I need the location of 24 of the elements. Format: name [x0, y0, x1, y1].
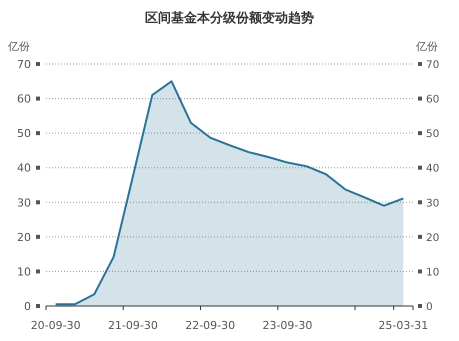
x-tick-label: 22-09-30: [185, 319, 236, 332]
y-tick-label: 40: [17, 162, 31, 175]
y-axis-title: 亿份: [7, 40, 30, 53]
x-tick-label: 21-09-30: [108, 319, 158, 332]
y2-tick-label: 10: [426, 266, 440, 278]
y2-tick-label: 50: [426, 128, 440, 140]
chart-title: 区间基金本分级份额变动趋势: [145, 10, 314, 26]
y2-tick-label: 30: [426, 197, 440, 210]
y2-tick-label: 40: [426, 162, 440, 175]
y-tick-label: 20: [17, 230, 31, 244]
y-tick-label: 0: [24, 300, 31, 313]
y2-tick-label: 70: [426, 59, 440, 71]
y-tick-label: 70: [17, 58, 31, 71]
x-tick-label: 25-03-31: [378, 319, 428, 332]
x-tick-label: 23-09-30: [262, 319, 312, 332]
y2-tick-label: 0: [426, 301, 433, 313]
y-tick-label: 10: [17, 265, 31, 278]
x-tick-label: 20-09-30: [30, 319, 81, 332]
y2-tick-label: 20: [426, 232, 440, 244]
y2-tick-label: 60: [426, 94, 440, 106]
y-tick-label: 50: [17, 127, 31, 140]
y-tick-label: 60: [17, 92, 31, 106]
y-tick-label: 30: [17, 196, 31, 210]
y2-axis-title: 亿份: [415, 40, 438, 53]
